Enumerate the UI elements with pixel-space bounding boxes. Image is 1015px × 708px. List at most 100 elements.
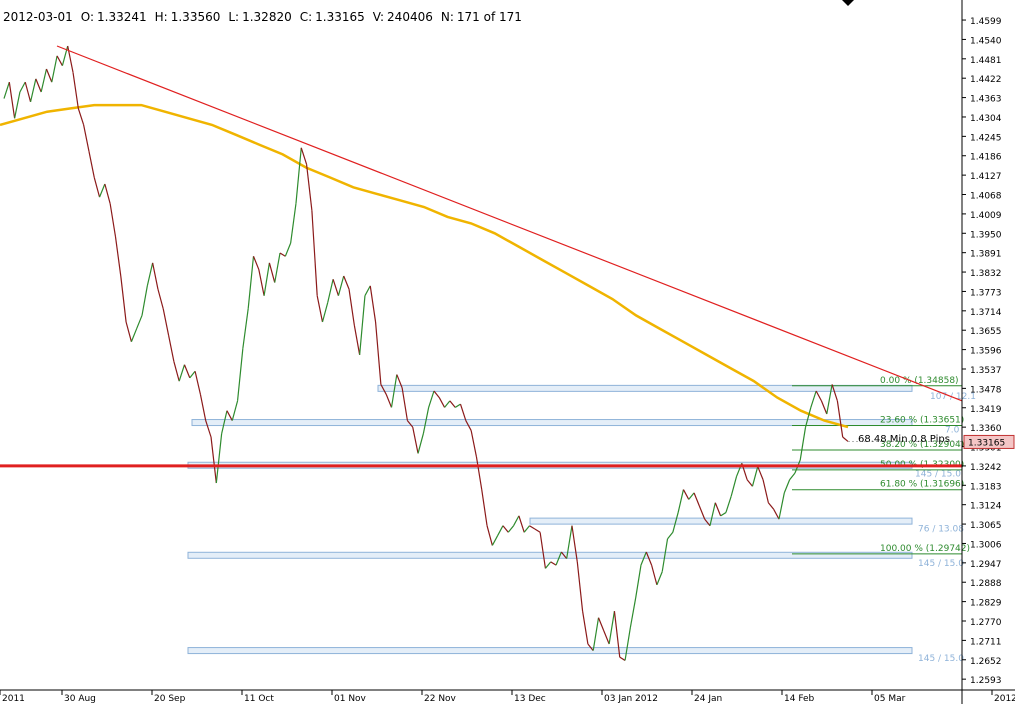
price-segment (189, 370, 196, 379)
y-tick-label: 1.4186 (970, 153, 1002, 163)
price-segment (311, 210, 318, 296)
volume-value: 240406 (387, 10, 433, 24)
price-segment (19, 81, 26, 93)
fib-label: 61.80 % (1.31696) (880, 480, 964, 490)
price-segment (263, 262, 271, 296)
price-segment (130, 328, 138, 342)
price-segment (544, 561, 552, 569)
price-segment (199, 394, 207, 421)
price-segment (242, 308, 249, 349)
y-tick-label: 1.4127 (970, 172, 1002, 182)
price-segment (305, 164, 313, 211)
sr-zone[interactable] (529, 517, 913, 525)
y-tick-label: 1.4540 (970, 36, 1002, 46)
trend-line[interactable] (56, 45, 963, 402)
fib-label: 23.60 % (1.33651) (880, 415, 964, 425)
price-segment (454, 403, 461, 408)
x-tick-label: 30 Aug (64, 694, 96, 704)
y-tick-label: 1.2593 (970, 676, 1002, 686)
price-segment (152, 262, 159, 290)
y-tick-label: 1.2652 (970, 657, 1002, 667)
price-segment (826, 384, 833, 415)
price-segment (295, 147, 302, 204)
price-segment (125, 321, 132, 342)
high-value: 1.33560 (171, 10, 221, 24)
price-segment (88, 151, 95, 178)
price-segment (587, 643, 594, 651)
price-segment (141, 285, 148, 316)
price-segment (109, 203, 117, 237)
price-segment (619, 656, 626, 661)
price-segment (767, 502, 775, 510)
price-segment (173, 361, 180, 382)
price-segment (247, 256, 255, 309)
zone-label: 145 / 15.0 (918, 654, 964, 664)
price-segment (29, 78, 37, 102)
price-segment (98, 183, 106, 198)
price-segment (167, 335, 175, 362)
price-segment (231, 400, 239, 421)
zone-label: 7.0 (945, 425, 960, 435)
fib-label: 38.20 % (1.32904) (880, 440, 964, 450)
price-segment (804, 407, 812, 428)
price-segment (799, 427, 807, 461)
price-segment (401, 387, 409, 421)
y-tick-label: 1.3950 (970, 230, 1002, 240)
header-date: 2012-03-01 (3, 10, 73, 24)
price-segment (146, 262, 154, 286)
price-segment (486, 525, 493, 546)
price-segment (35, 78, 42, 93)
price-segment (651, 564, 658, 586)
price-segment (688, 492, 695, 500)
price-segment (300, 147, 308, 165)
sr-zone[interactable] (191, 419, 913, 427)
y-tick-label: 1.4245 (970, 133, 1002, 143)
scroll-marker-icon[interactable] (842, 0, 854, 6)
price-segment (8, 82, 16, 119)
y-tick-label: 1.3124 (970, 502, 1002, 512)
price-segment (93, 177, 101, 198)
price-segment (83, 124, 90, 152)
price-segment (661, 538, 669, 572)
y-tick-label: 1.3537 (970, 366, 1002, 376)
price-segment (820, 400, 828, 415)
price-segment (640, 551, 647, 566)
price-segment (597, 617, 605, 632)
price-segment (369, 285, 377, 323)
sr-zone[interactable] (187, 551, 913, 559)
price-segment (746, 479, 753, 487)
price-segment (422, 407, 430, 434)
x-tick-label: 24 Jan (694, 694, 722, 704)
price-segment (449, 400, 456, 408)
high-label: H: (155, 10, 168, 24)
y-tick-label: 1.3242 (970, 463, 1002, 473)
count-value: 171 of 171 (457, 10, 522, 24)
price-segment (751, 466, 759, 487)
open-value: 1.33241 (97, 10, 147, 24)
sr-zone[interactable] (187, 647, 913, 655)
y-tick-label: 1.4481 (970, 56, 1002, 66)
price-segment (194, 371, 201, 395)
price-segment (290, 203, 297, 244)
price-segment (667, 531, 674, 540)
y-tick-label: 1.3478 (970, 385, 1002, 395)
x-tick-label: 13 Dec (514, 694, 546, 704)
fib-label: 100.00 % (1.29742) (880, 544, 970, 554)
price-segment (45, 68, 53, 83)
price-segment (491, 535, 499, 546)
price-segment (221, 410, 228, 434)
price-segment (359, 295, 366, 355)
pip-measure-label: 68.48 Min 0.8 Pips (858, 434, 950, 445)
price-segment (268, 262, 276, 283)
price-segment (178, 364, 186, 382)
price-segment (534, 528, 541, 533)
x-tick-label: 14 Feb (784, 694, 815, 704)
sr-zone[interactable] (377, 384, 913, 392)
x-tick-label: 11 Oct (244, 694, 274, 704)
y-tick-label: 1.4363 (970, 95, 1002, 105)
price-segment (406, 420, 414, 428)
price-segment (836, 400, 844, 438)
